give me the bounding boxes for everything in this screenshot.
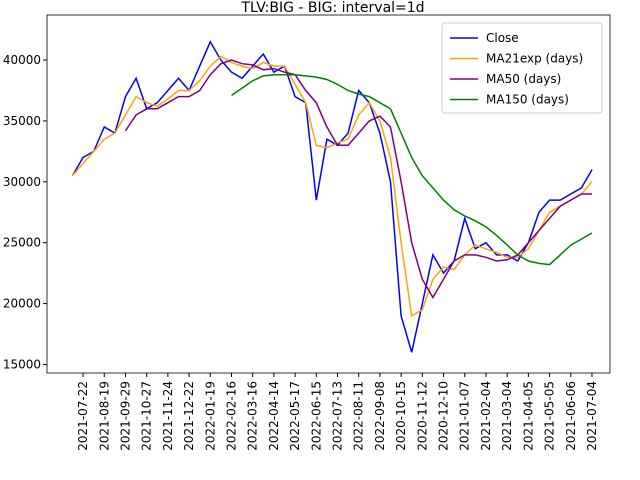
- y-tick-label: 40000: [3, 53, 41, 67]
- y-tick-label: 30000: [3, 175, 41, 189]
- x-tick-label: 2020-11-12: [415, 381, 429, 451]
- x-tick-label: 2021-11-24: [161, 381, 175, 451]
- x-tick-label: 2021-12-22: [182, 381, 196, 451]
- series-line: [124, 59, 592, 299]
- x-tick-label: 2021-05-05: [543, 381, 557, 451]
- legend-box: [441, 22, 603, 114]
- x-tick-label: 2022-09-08: [373, 381, 387, 451]
- x-tick-label: 2021-10-27: [140, 381, 154, 451]
- x-tick-label: 2021-04-05: [521, 381, 535, 451]
- x-tick-label: 2021-07-04: [585, 381, 599, 451]
- series-line: [71, 40, 593, 353]
- x-tick-label: 2022-02-16: [224, 381, 238, 451]
- y-tick-label: 35000: [3, 114, 41, 128]
- x-tick-label: 2020-10-15: [394, 381, 408, 451]
- series-line: [71, 55, 593, 318]
- x-tick-label: 2021-06-06: [564, 381, 578, 451]
- x-tick-label: 2022-04-14: [267, 381, 281, 451]
- plot-frame: [46, 14, 611, 374]
- legend-label: MA50 (days): [486, 72, 561, 86]
- x-tick-label: 2022-06-15: [309, 381, 323, 451]
- y-tick-label: 15000: [3, 357, 41, 371]
- x-tick-label: 2021-03-04: [500, 381, 514, 451]
- x-tick-label: 2021-09-29: [118, 381, 132, 451]
- x-tick-label: 2021-07-22: [76, 381, 90, 451]
- x-tick-label: 2021-01-07: [458, 381, 472, 451]
- x-tick-label: 2020-12-10: [437, 381, 451, 451]
- series-line: [231, 73, 593, 266]
- x-tick-label: 2021-08-19: [97, 381, 111, 451]
- x-tick-label: 2022-01-19: [203, 381, 217, 451]
- x-tick-label: 2022-03-16: [246, 381, 260, 451]
- y-tick-label: 20000: [3, 297, 41, 311]
- x-tick-label: 2021-02-04: [479, 381, 493, 451]
- legend-label: Close: [486, 31, 519, 45]
- y-tick-label: 25000: [3, 236, 41, 250]
- legend-label: MA21exp (days): [486, 52, 583, 66]
- legend-label: MA150 (days): [486, 93, 569, 107]
- x-tick-label: 2022-07-13: [331, 381, 345, 451]
- x-tick-label: 2022-05-17: [288, 381, 302, 451]
- chart-title: TLV:BIG - BIG: interval=1d: [240, 0, 424, 16]
- x-tick-label: 2022-08-11: [352, 381, 366, 451]
